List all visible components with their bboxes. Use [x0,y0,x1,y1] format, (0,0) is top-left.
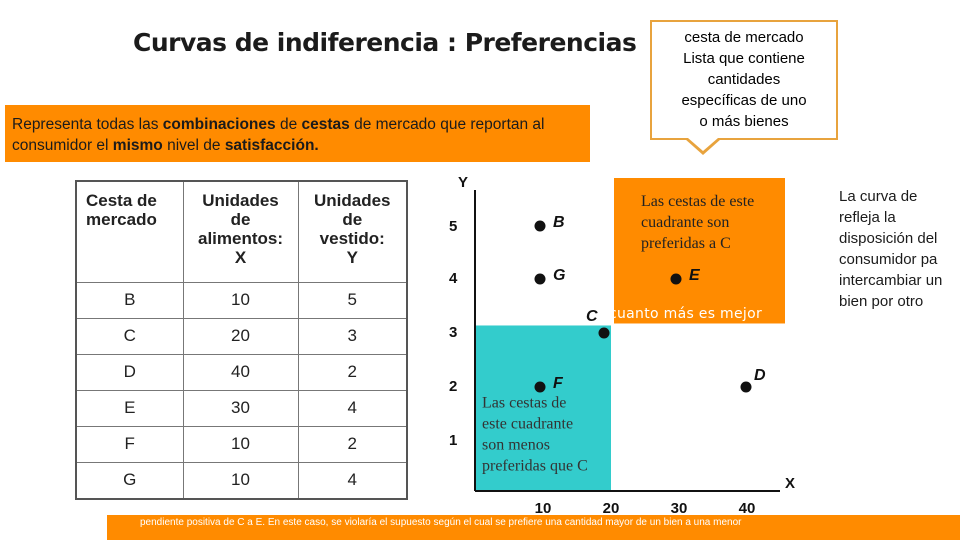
banner-bold-text: combinaciones [162,116,276,133]
region-preferred [614,178,785,324]
header-line: Y [346,248,358,267]
region-text-less-preferred: Las cestas de [482,394,566,411]
definition-callout: cesta de mercado Lista que contiene cant… [650,20,838,140]
table-cell: F [75,425,184,463]
point-label-f: F [553,375,564,392]
table-cell: 4 [297,461,408,499]
data-point-c [598,327,610,339]
data-point-b [534,220,546,232]
header-line: mercado [86,210,157,229]
table-cell: 2 [297,425,408,463]
table-cell: E [75,389,184,427]
header-food-units: Unidades de alimentos: X [182,180,299,283]
table-cell: 4 [297,389,408,427]
header-line: Unidades [202,191,279,210]
slide-title: Curvas de indiferencia : Preferencias [133,28,637,57]
x-axis-label: X [785,475,795,492]
side-note: La curva de refleja la disposición del c… [839,186,960,312]
side-note-line: refleja la [839,209,896,226]
table-header-row: Cesta de mercado Unidades de alimentos: … [75,180,408,283]
table-cell: 3 [297,317,408,355]
data-point-e [670,273,682,285]
header-line: de [342,210,363,229]
annotation-text: cuanto más es mejor [609,306,762,322]
region-text-preferred: Las cestas de este [641,193,754,210]
callout-line: Lista que contiene [683,50,805,67]
header-line: Unidades [313,191,391,210]
y-tick-label: 3 [449,324,457,341]
callout-line: específicas de uno [681,92,807,109]
banner-bold-text: cestas [301,116,350,133]
table-row: D 40 2 [75,353,408,391]
callout-tail-inner [688,138,718,151]
side-note-line: La curva de [839,188,918,205]
table-cell: 10 [182,281,299,319]
data-point-g [534,273,546,285]
market-basket-table: Cesta de mercado Unidades de alimentos: … [75,180,408,500]
point-label-c: C [586,308,598,325]
region-text-less-preferred: este cuadrante [482,415,573,432]
region-less-preferred [475,325,611,491]
table-cell: 10 [182,461,299,499]
header-basket: Cesta de mercado [75,180,184,283]
table-row: G 10 4 [75,461,408,499]
table-cell: G [75,461,184,499]
banner-text: nivel de [162,137,225,154]
y-tick-label: 5 [449,218,457,235]
header-line: de [230,210,251,229]
header-line: Cesta de [86,191,157,210]
side-note-line: disposición del [839,230,938,247]
definition-banner: Representa todas las combinaciones de ce… [5,105,590,162]
region-text-preferred: preferidas a C [641,235,731,252]
y-tick-label: 2 [449,378,457,395]
data-point-d [740,381,752,393]
point-label-e: E [689,267,701,284]
callout-line: o más bienes [699,113,789,130]
header-line: vestido: [319,229,385,248]
y-axis-label: Y [458,174,468,191]
table-row: C 20 3 [75,317,408,355]
table-cell: C [75,317,184,355]
table-cell: 2 [297,353,408,391]
table-cell: D [75,353,184,391]
table-cell: B [75,281,184,319]
table-cell: 5 [297,281,408,319]
table-cell: 40 [182,353,299,391]
banner-text: Representa todas las [12,116,163,133]
table-row: F 10 2 [75,425,408,463]
point-label-b: B [553,214,565,231]
footer-text: pendiente positiva de C a E. En este cas… [140,517,742,528]
table-cell: 20 [182,317,299,355]
banner-bold-text: mismo [112,137,163,154]
banner-text: de [275,116,302,133]
side-note-line: consumidor pa [839,251,938,268]
y-tick-label: 1 [449,432,457,449]
point-label-d: D [754,367,766,384]
footer-note: pendiente positiva de C a E. En este cas… [107,515,960,540]
table-cell: 30 [182,389,299,427]
header-clothing-units: Unidades de vestido: Y [297,180,408,283]
region-text-less-preferred: preferidas que C [482,457,588,474]
region-text-preferred: cuadrante son [641,214,729,231]
banner-text: de mercado que reportan al consumidor el [12,116,545,154]
side-note-line: bien por otro [839,293,924,310]
data-point-f [534,381,546,393]
banner-bold-text: satisfacción. [224,137,319,154]
table-cell: 10 [182,425,299,463]
callout-line: cantidades [707,71,781,88]
y-tick-label: 4 [449,270,458,287]
region-text-less-preferred: son menos [482,436,550,453]
table-row: E 30 4 [75,389,408,427]
header-line: alimentos: [197,229,284,248]
table-row: B 10 5 [75,281,408,319]
callout-line: cesta de mercado [684,29,804,46]
header-line: X [234,248,247,267]
point-label-g: G [553,267,565,284]
side-note-line: intercambiar un [839,272,943,289]
